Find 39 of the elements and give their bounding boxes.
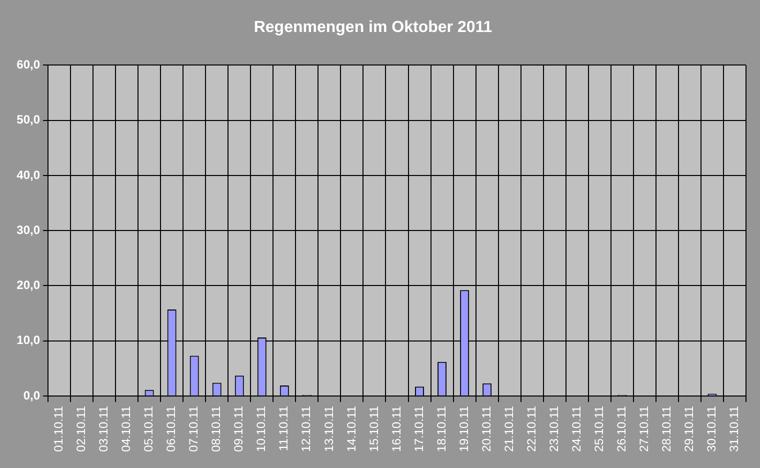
x-tick-label: 02.10.11 [74,406,88,452]
y-tick-label: 60,0 [16,58,40,72]
x-tick-label: 13.10.11 [322,406,336,452]
x-tick-label: 19.10.11 [456,406,471,452]
x-tick-label: 29.10.11 [682,406,696,452]
y-tick-label: 0,0 [23,388,40,402]
y-tick-label: 50,0 [16,112,40,127]
x-tick-label: 22.10.11 [524,406,538,452]
x-tick-label: 11.10.11 [276,406,291,451]
x-tick-label: 05.10.11 [142,406,156,452]
x-tick-label: 30.10.11 [704,406,719,452]
x-tick-label: 12.10.11 [299,406,314,452]
x-tick-label: 16.10.11 [389,406,404,452]
x-tick-label: 01.10.11 [52,406,66,452]
x-tick-label: 15.10.11 [366,406,381,452]
x-tick-label: 20.10.11 [479,406,494,452]
x-tick-label: 24.10.11 [569,406,584,452]
y-tick-label: 10,0 [16,333,40,348]
x-tick-label: 06.10.11 [164,406,178,452]
x-tick-label: 09.10.11 [232,406,246,452]
x-tick-label: 14.10.11 [344,406,358,452]
x-tick-label: 18.10.11 [434,406,448,452]
x-tick-label: 31.10.11 [727,406,742,452]
x-tick-label: 07.10.11 [186,406,201,452]
x-tick-label: 04.10.11 [119,406,134,452]
y-tick-label: 20,0 [16,278,40,292]
x-tick-label: 25.10.11 [592,406,606,452]
y-tick-label: 40,0 [16,168,40,182]
x-tick-label: 26.10.11 [614,406,628,452]
x-tick-label: 21.10.11 [502,406,516,452]
chart-title: Regenmengen im Oktober 2011 [254,19,492,36]
x-tick-label: 10.10.11 [254,406,268,452]
x-tick-label: 27.10.11 [636,406,651,452]
y-tick-label: 30,0 [16,222,40,237]
x-tick-label: 17.10.11 [412,406,426,452]
x-tick-label: 03.10.11 [96,406,111,452]
x-tick-label: 28.10.11 [660,406,674,452]
x-tick-label: 23.10.11 [546,406,561,452]
x-tick-label: 08.10.11 [209,406,224,452]
